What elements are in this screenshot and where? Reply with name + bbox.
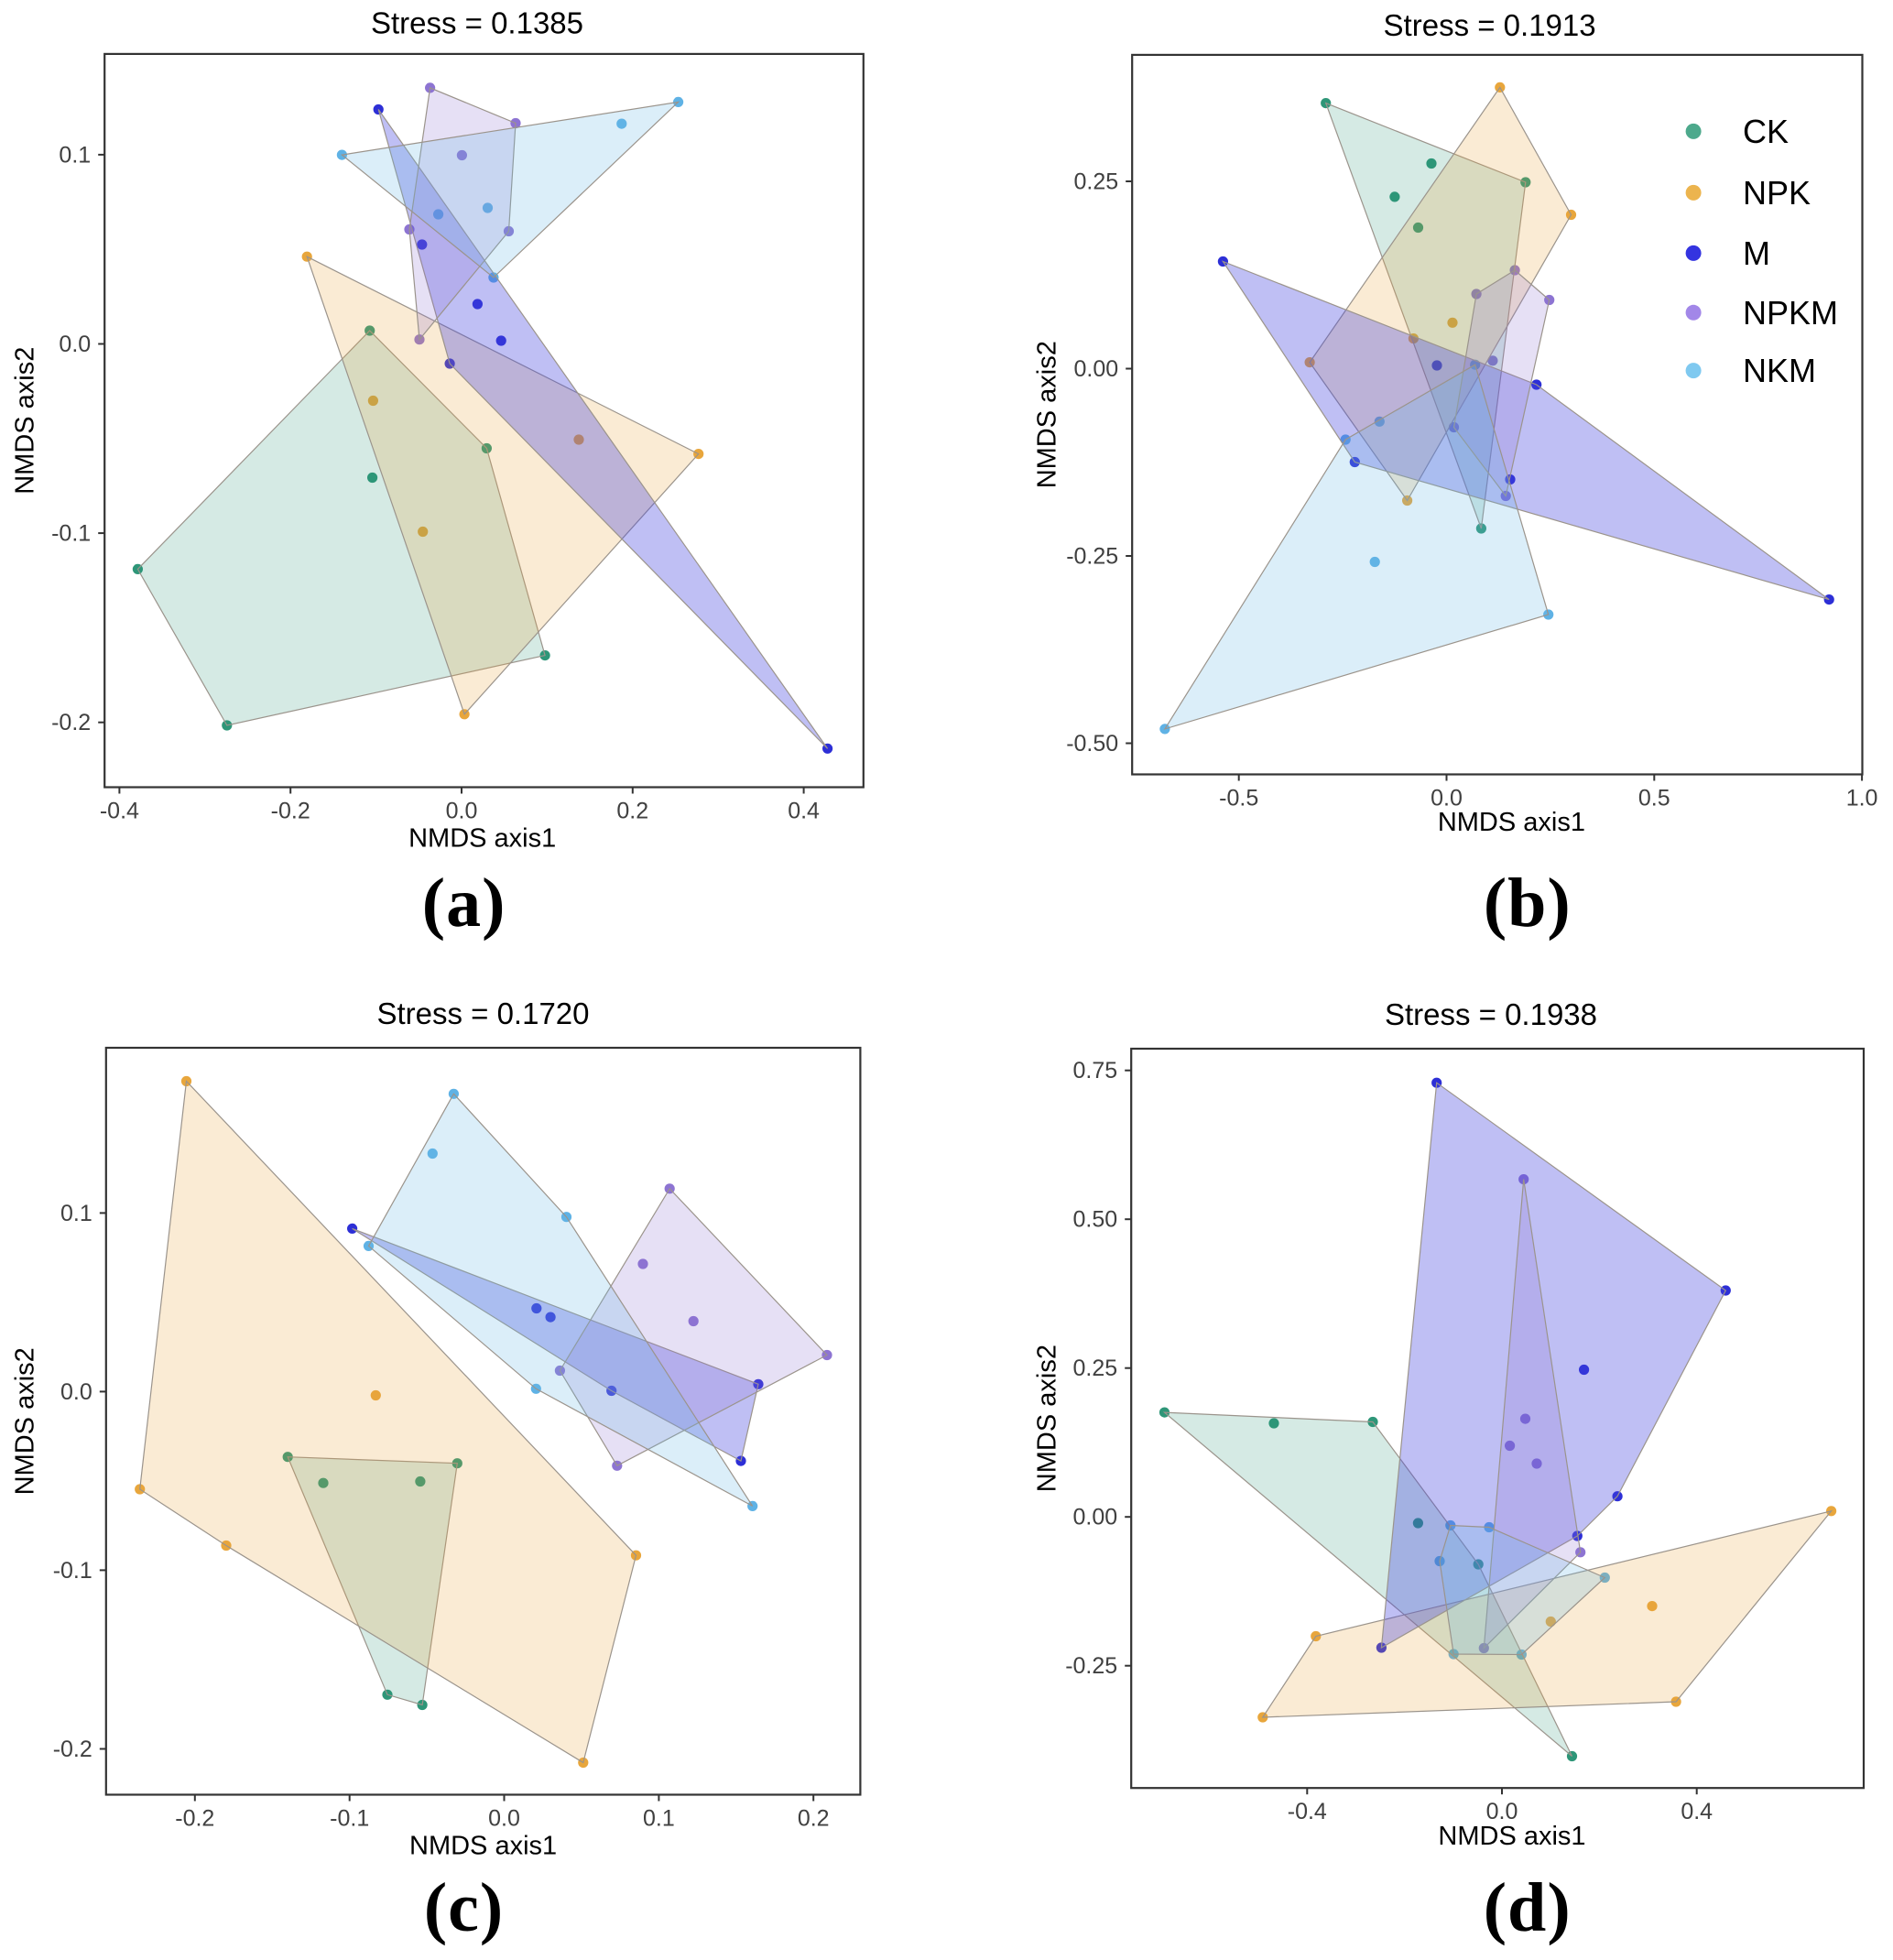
svg-text:NMDS axis1: NMDS axis1 [1438,808,1585,837]
svg-text:-0.25: -0.25 [1066,544,1118,570]
svg-text:-0.50: -0.50 [1066,731,1118,757]
svg-text:0.0: 0.0 [1486,1799,1518,1824]
svg-text:CK: CK [1743,113,1789,150]
svg-text:NPK: NPK [1743,174,1811,212]
svg-text:(c): (c) [424,1869,504,1946]
svg-text:(b): (b) [1484,865,1572,942]
svg-text:Stress = 0.1385: Stress = 0.1385 [371,6,583,40]
svg-text:1.0: 1.0 [1846,786,1878,811]
svg-text:NMDS axis2: NMDS axis2 [10,1347,39,1495]
svg-text:NMDS axis1: NMDS axis1 [1438,1822,1585,1851]
svg-text:-0.2: -0.2 [271,799,310,824]
svg-text:0.75: 0.75 [1073,1058,1118,1083]
svg-text:M: M [1743,234,1770,272]
svg-text:-0.2: -0.2 [175,1806,214,1832]
svg-text:0.5: 0.5 [1638,786,1670,811]
svg-text:Stress = 0.1720: Stress = 0.1720 [376,996,589,1030]
svg-text:-0.5: -0.5 [1219,786,1258,811]
svg-text:0.50: 0.50 [1073,1207,1118,1233]
svg-text:-0.1: -0.1 [53,1558,92,1584]
svg-text:-0.4: -0.4 [1288,1799,1327,1824]
svg-text:-0.1: -0.1 [330,1806,369,1832]
svg-text:(a): (a) [422,865,506,942]
svg-text:0.0: 0.0 [488,1806,520,1832]
svg-text:0.2: 0.2 [798,1806,830,1832]
svg-text:NMDS axis1: NMDS axis1 [409,1832,557,1861]
svg-text:0.25: 0.25 [1073,1356,1118,1381]
svg-text:0.0: 0.0 [446,799,478,824]
svg-text:NPKM: NPKM [1743,294,1838,332]
svg-text:NKM: NKM [1743,352,1816,389]
svg-text:-0.2: -0.2 [53,1737,92,1762]
svg-text:0.2: 0.2 [616,799,648,824]
svg-text:-0.2: -0.2 [51,710,91,735]
svg-text:0.0: 0.0 [60,1379,92,1405]
svg-text:0.1: 0.1 [643,1806,675,1832]
svg-text:(d): (d) [1484,1869,1572,1946]
svg-text:NMDS axis2: NMDS axis2 [10,347,39,495]
svg-text:Stress = 0.1938: Stress = 0.1938 [1385,997,1597,1031]
svg-text:NMDS axis2: NMDS axis2 [1032,341,1061,488]
svg-text:0.4: 0.4 [788,799,820,824]
svg-text:NMDS axis1: NMDS axis1 [408,824,556,854]
svg-text:0.25: 0.25 [1074,169,1119,195]
svg-text:0.00: 0.00 [1073,1505,1118,1530]
svg-text:Stress = 0.1913: Stress = 0.1913 [1384,8,1596,42]
svg-text:0.0: 0.0 [1431,786,1463,811]
svg-text:NMDS axis2: NMDS axis2 [1032,1345,1061,1492]
svg-text:-0.1: -0.1 [51,521,91,547]
svg-text:0.4: 0.4 [1681,1799,1713,1824]
svg-text:0.0: 0.0 [59,332,91,357]
svg-text:-0.25: -0.25 [1065,1653,1117,1679]
svg-text:-0.4: -0.4 [100,799,139,824]
svg-text:0.1: 0.1 [59,142,91,168]
svg-text:0.1: 0.1 [60,1201,92,1226]
svg-text:0.00: 0.00 [1074,356,1119,382]
